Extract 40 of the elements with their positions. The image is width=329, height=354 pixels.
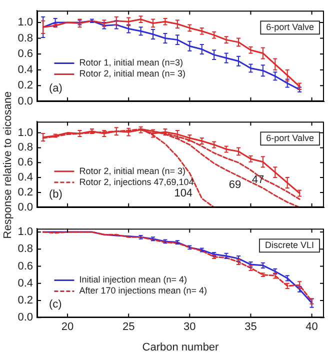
legend-label: Rotor 2, injections 47,69,104: [79, 176, 194, 187]
legend-label: Rotor 1, initial mean (n=3): [79, 58, 184, 68]
y-tick-label: 0.4: [18, 277, 33, 290]
y-tick-label: 1.0: [18, 126, 33, 139]
annotation: Discrete VLI: [264, 240, 314, 250]
legend-label: Rotor 2, initial mean (n= 3): [79, 166, 186, 176]
annotation: (a): [49, 82, 62, 94]
y-tick-label: 0.8: [18, 243, 33, 256]
annotation: 104: [174, 188, 193, 200]
y-tick-label: 0.8: [18, 142, 33, 154]
y-tick-label: 0.6: [18, 48, 33, 60]
y-tick-label: 0.4: [18, 64, 33, 76]
y-tick-label: 0.6: [18, 260, 33, 272]
y-tick-label: 1.0: [18, 226, 33, 238]
y-tick-label: 0.2: [18, 186, 33, 199]
y-tick-label: 0.8: [18, 32, 33, 44]
y-tick-label: 0.0: [18, 201, 33, 214]
x-tick-label: 35: [244, 321, 257, 334]
annotation: 6-port Valve: [266, 22, 314, 32]
y-tick-label: 1.0: [18, 16, 33, 28]
x-tick-label: 40: [306, 321, 318, 334]
annotation: 69: [228, 179, 242, 192]
x-tick-label: 20: [61, 321, 74, 334]
annotation: 47: [252, 174, 264, 186]
x-axis-title: Carbon number: [142, 341, 220, 354]
annotation: (c): [49, 298, 62, 311]
y-tick-label: 0.0: [18, 312, 33, 324]
legend-label: Initial injection mean (n= 4): [79, 274, 188, 285]
legend-label: Rotor 2, initial mean (n= 3): [79, 68, 186, 79]
y-tick-label: 0.4: [18, 172, 33, 184]
y-tick-label: 0.2: [18, 294, 33, 307]
x-tick-label: 25: [122, 321, 135, 334]
y-tick-label: 0.6: [18, 156, 33, 169]
annotation: (b): [49, 188, 62, 200]
y-axis-title: Response relative to eicosane: [1, 90, 15, 240]
y-tick-label: 0.0: [18, 95, 33, 108]
annotation: 6-port Valve: [266, 133, 314, 144]
x-tick-label: 30: [184, 321, 196, 334]
legend-label: After 170 injections mean (n= 4): [79, 286, 208, 296]
y-tick-label: 0.2: [18, 80, 33, 92]
